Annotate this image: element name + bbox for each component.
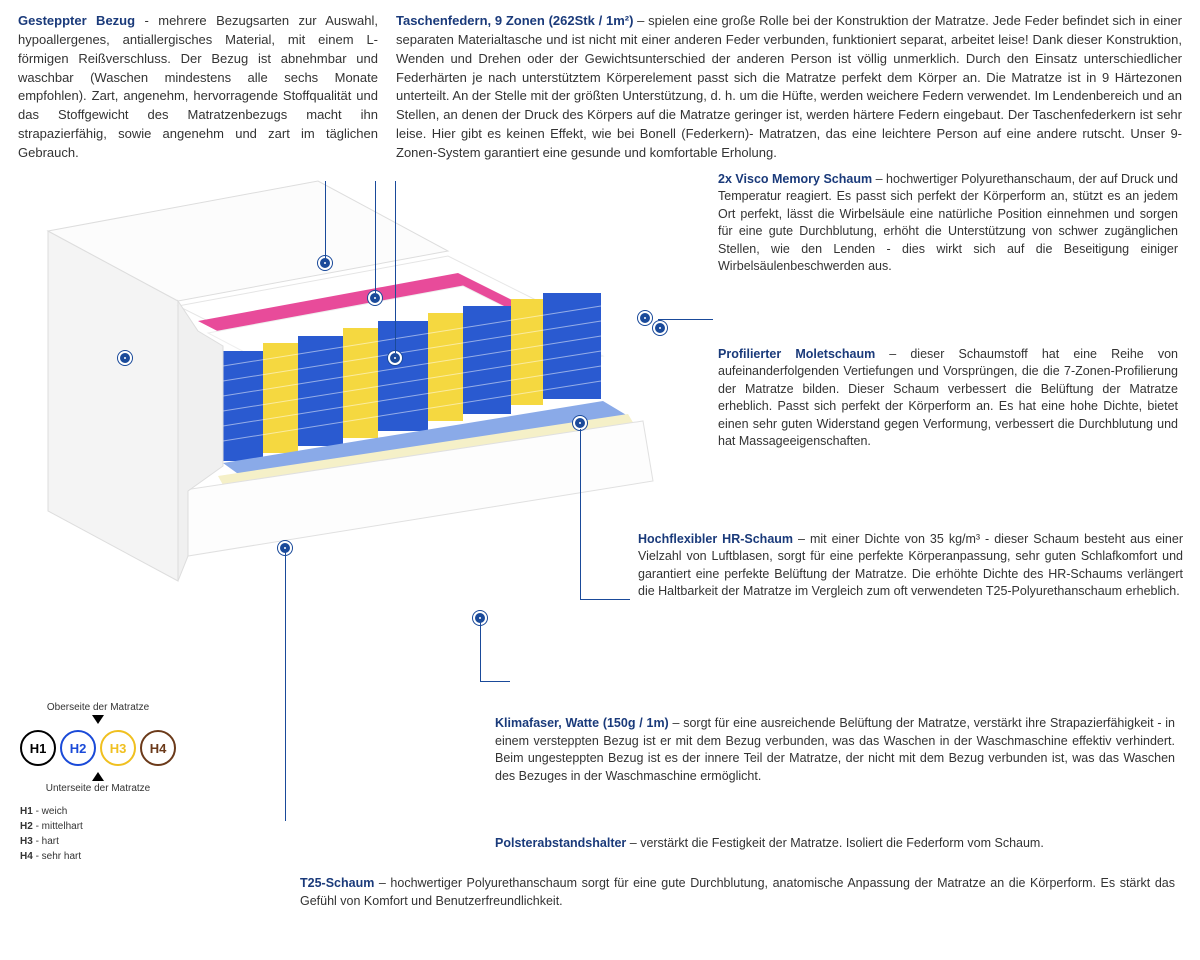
hardness-circles: H1H2H3H4 [20,730,176,766]
leader-line [395,181,396,353]
legend-bottom-label: Unterseite der Matratze [20,783,176,794]
hardness-label-h4: H4 - sehr hart [20,849,176,864]
hardness-h4: H4 [140,730,176,766]
hardness-legend: Oberseite der Matratze H1H2H3H4 Untersei… [20,700,176,864]
cover-body: - mehrere Bezugsarten zur Auswahl, hypoa… [18,13,378,160]
springs-title: Taschenfedern, 9 Zonen (262Stk / 1m²) [396,13,633,28]
marker-hr [573,416,587,430]
callout-visco: 2x Visco Memory Schaum – hochwertiger Po… [718,171,1178,276]
mattress-cutaway [38,171,658,591]
hardness-label-h3: H3 - hart [20,834,176,849]
section-springs: Taschenfedern, 9 Zonen (262Stk / 1m²) – … [396,12,1182,163]
springs-body: – spielen eine große Rolle bei der Konst… [396,13,1182,160]
diagram-area: 2x Visco Memory Schaum – hochwertiger Po… [18,171,1182,631]
arrow-up-icon [92,772,104,781]
leader-line [480,681,510,682]
hardness-h3: H3 [100,730,136,766]
callout-t25: T25-Schaum – hochwertiger Polyurethansch… [300,875,1175,910]
leader-line [658,319,713,320]
callout-hr: Hochflexibler HR-Schaum – mit einer Dich… [638,531,1183,601]
hardness-label-h2: H2 - mittelhart [20,819,176,834]
leader-line [480,621,481,681]
marker-visco-side [638,311,652,325]
callout-molet: Profilierter Moletschaum – dieser Schaum… [718,346,1178,451]
hardness-list: H1 - weichH2 - mittelhartH3 - hartH4 - s… [20,804,176,864]
section-cover: Gesteppter Bezug - mehrere Bezugsarten z… [18,12,378,163]
marker-cover [118,351,132,365]
legend-top-label: Oberseite der Matratze [20,702,176,713]
marker-springs [388,351,402,365]
arrow-down-icon [92,715,104,724]
cover-title: Gesteppter Bezug [18,13,135,28]
hardness-label-h1: H1 - weich [20,804,176,819]
hardness-h2: H2 [60,730,96,766]
leader-line [325,181,326,259]
hardness-h1: H1 [20,730,56,766]
leader-line [580,429,581,599]
marker-molet [368,291,382,305]
callout-klima: Klimafaser, Watte (150g / 1m) – sorgt fü… [495,715,1175,785]
callout-polster: Polsterabstandshalter – verstärkt die Fe… [495,835,1175,853]
leader-line [285,551,286,821]
marker-visco-side2 [653,321,667,335]
leader-line [580,599,630,600]
leader-line [375,181,376,293]
